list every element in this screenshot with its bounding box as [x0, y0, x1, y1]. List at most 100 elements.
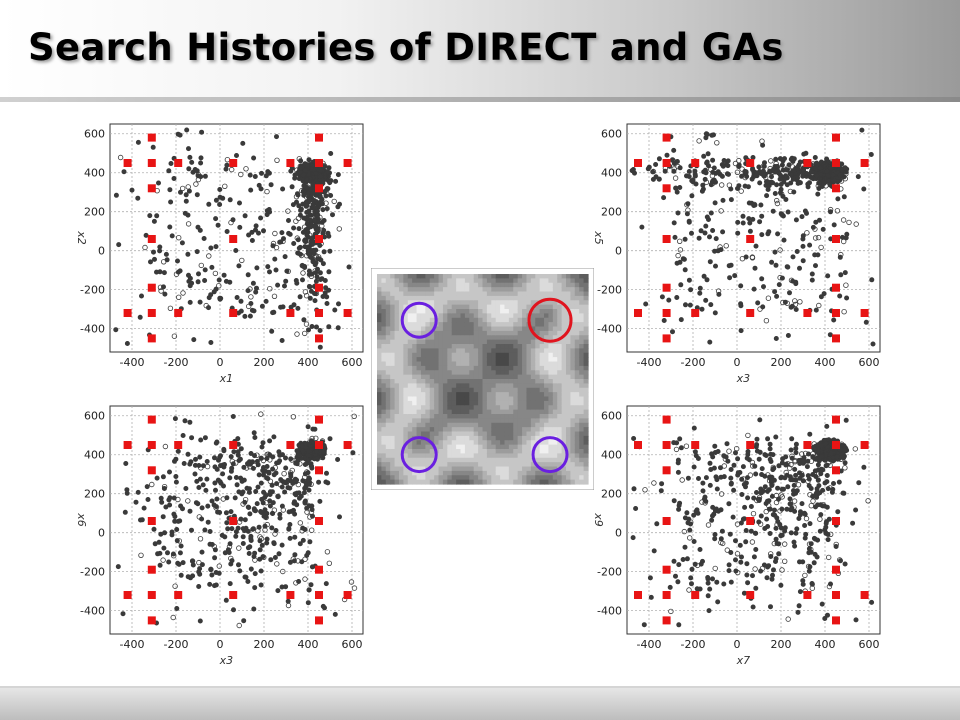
contour-cell — [398, 295, 404, 301]
ga-point — [797, 589, 803, 595]
contour-cell — [429, 313, 435, 319]
ga-point — [767, 551, 774, 557]
contour-cell — [377, 291, 382, 297]
contour-cell — [425, 348, 431, 354]
ga-point — [816, 217, 822, 223]
contour-cell — [420, 427, 426, 433]
ga-point — [190, 562, 196, 568]
ga-point — [217, 296, 223, 302]
ga-point — [743, 480, 749, 486]
ga-point — [869, 277, 875, 283]
ga-point — [292, 476, 298, 482]
x-tick-label: 600 — [342, 638, 363, 651]
contour-cell — [416, 365, 422, 371]
ga-point — [705, 522, 712, 528]
ga-point — [300, 448, 306, 454]
ga-point — [335, 172, 341, 178]
ga-point — [732, 538, 738, 544]
ga-point — [728, 197, 734, 203]
contour-cell — [416, 453, 422, 459]
contour-cell — [407, 427, 413, 433]
ga-point — [800, 581, 806, 587]
ga-point — [828, 531, 834, 537]
direct-point — [229, 517, 238, 525]
ga-point — [280, 568, 286, 575]
ga-point — [240, 540, 246, 546]
y-tick-label: -200 — [80, 566, 105, 579]
ga-point — [187, 419, 193, 425]
ga-point — [747, 228, 753, 234]
ga-point — [319, 223, 325, 229]
ga-point — [671, 498, 677, 504]
ga-point — [175, 294, 182, 300]
ga-point — [796, 458, 802, 464]
ga-point — [684, 211, 690, 217]
ga-point — [309, 323, 315, 329]
contour-cell — [403, 453, 409, 459]
ga-point — [738, 559, 744, 565]
contour-cell — [407, 440, 413, 446]
ga-point — [274, 561, 280, 567]
ga-point — [709, 180, 716, 187]
ga-point — [792, 298, 798, 304]
contour-cell — [385, 462, 391, 468]
contour-cell — [385, 400, 391, 406]
ga-point — [324, 294, 330, 300]
contour-cell — [403, 405, 409, 411]
ga-point — [276, 551, 282, 557]
ga-point — [199, 549, 205, 555]
ga-point — [774, 293, 780, 299]
ga-point — [212, 555, 218, 561]
ga-point — [662, 168, 668, 174]
ga-point — [161, 483, 168, 490]
ga-point — [692, 561, 698, 567]
contour-cell — [429, 300, 435, 306]
direct-point — [315, 133, 323, 142]
contour-cell — [394, 466, 400, 472]
ga-point — [245, 545, 251, 551]
contour-cell — [412, 317, 418, 323]
ga-point — [197, 476, 203, 482]
ga-point — [750, 216, 756, 222]
contour-cell — [416, 313, 422, 319]
ga-point — [689, 581, 695, 587]
ga-point — [251, 506, 257, 512]
ga-point — [777, 172, 783, 178]
contour-cell — [429, 287, 435, 293]
ga-point — [168, 161, 174, 167]
ga-point — [253, 285, 259, 291]
ga-point — [240, 501, 246, 507]
ga-point — [679, 477, 685, 483]
ga-point — [178, 543, 184, 549]
contour-cell — [407, 418, 413, 424]
ga-point — [812, 155, 818, 161]
ga-point — [322, 277, 328, 283]
ga-point — [292, 172, 298, 178]
ga-point — [861, 464, 867, 470]
contour-cell — [390, 322, 396, 328]
ga-point — [309, 439, 315, 445]
ga-point — [172, 583, 178, 589]
contour-cell — [394, 379, 400, 384]
ga-point — [715, 169, 721, 175]
ga-point — [749, 573, 755, 579]
ga-point — [758, 568, 764, 574]
ga-point — [773, 161, 779, 167]
ga-point — [742, 174, 748, 181]
ga-point — [779, 211, 785, 218]
contour-cell — [377, 322, 382, 328]
contour-cell — [403, 418, 409, 424]
contour-cell — [398, 274, 404, 279]
ga-point — [752, 566, 758, 572]
ga-point — [745, 432, 751, 439]
ga-point — [185, 251, 191, 257]
contour-cell — [407, 414, 413, 419]
contour-cell — [381, 462, 387, 468]
ga-point — [326, 560, 332, 566]
ga-point — [842, 176, 848, 182]
ga-point — [749, 255, 756, 261]
ga-point — [695, 510, 701, 516]
ga-point — [684, 510, 690, 516]
ga-point — [783, 469, 789, 476]
ga-point — [240, 489, 246, 495]
